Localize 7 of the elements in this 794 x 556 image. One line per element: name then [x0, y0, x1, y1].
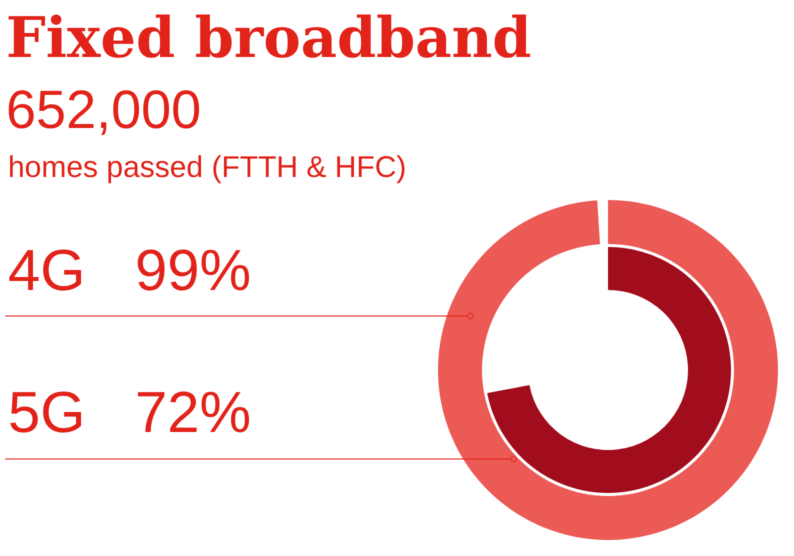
slice-label: 5G [8, 380, 86, 445]
text: 72% [135, 380, 252, 445]
text: 99% [135, 238, 252, 303]
text: homes passed (FTTH & HFC) [8, 151, 406, 184]
chart-title: Fixed broadband [6, 5, 532, 71]
slice-label: 4G [8, 238, 86, 303]
chart-subtitle: 652,000 [6, 80, 202, 140]
